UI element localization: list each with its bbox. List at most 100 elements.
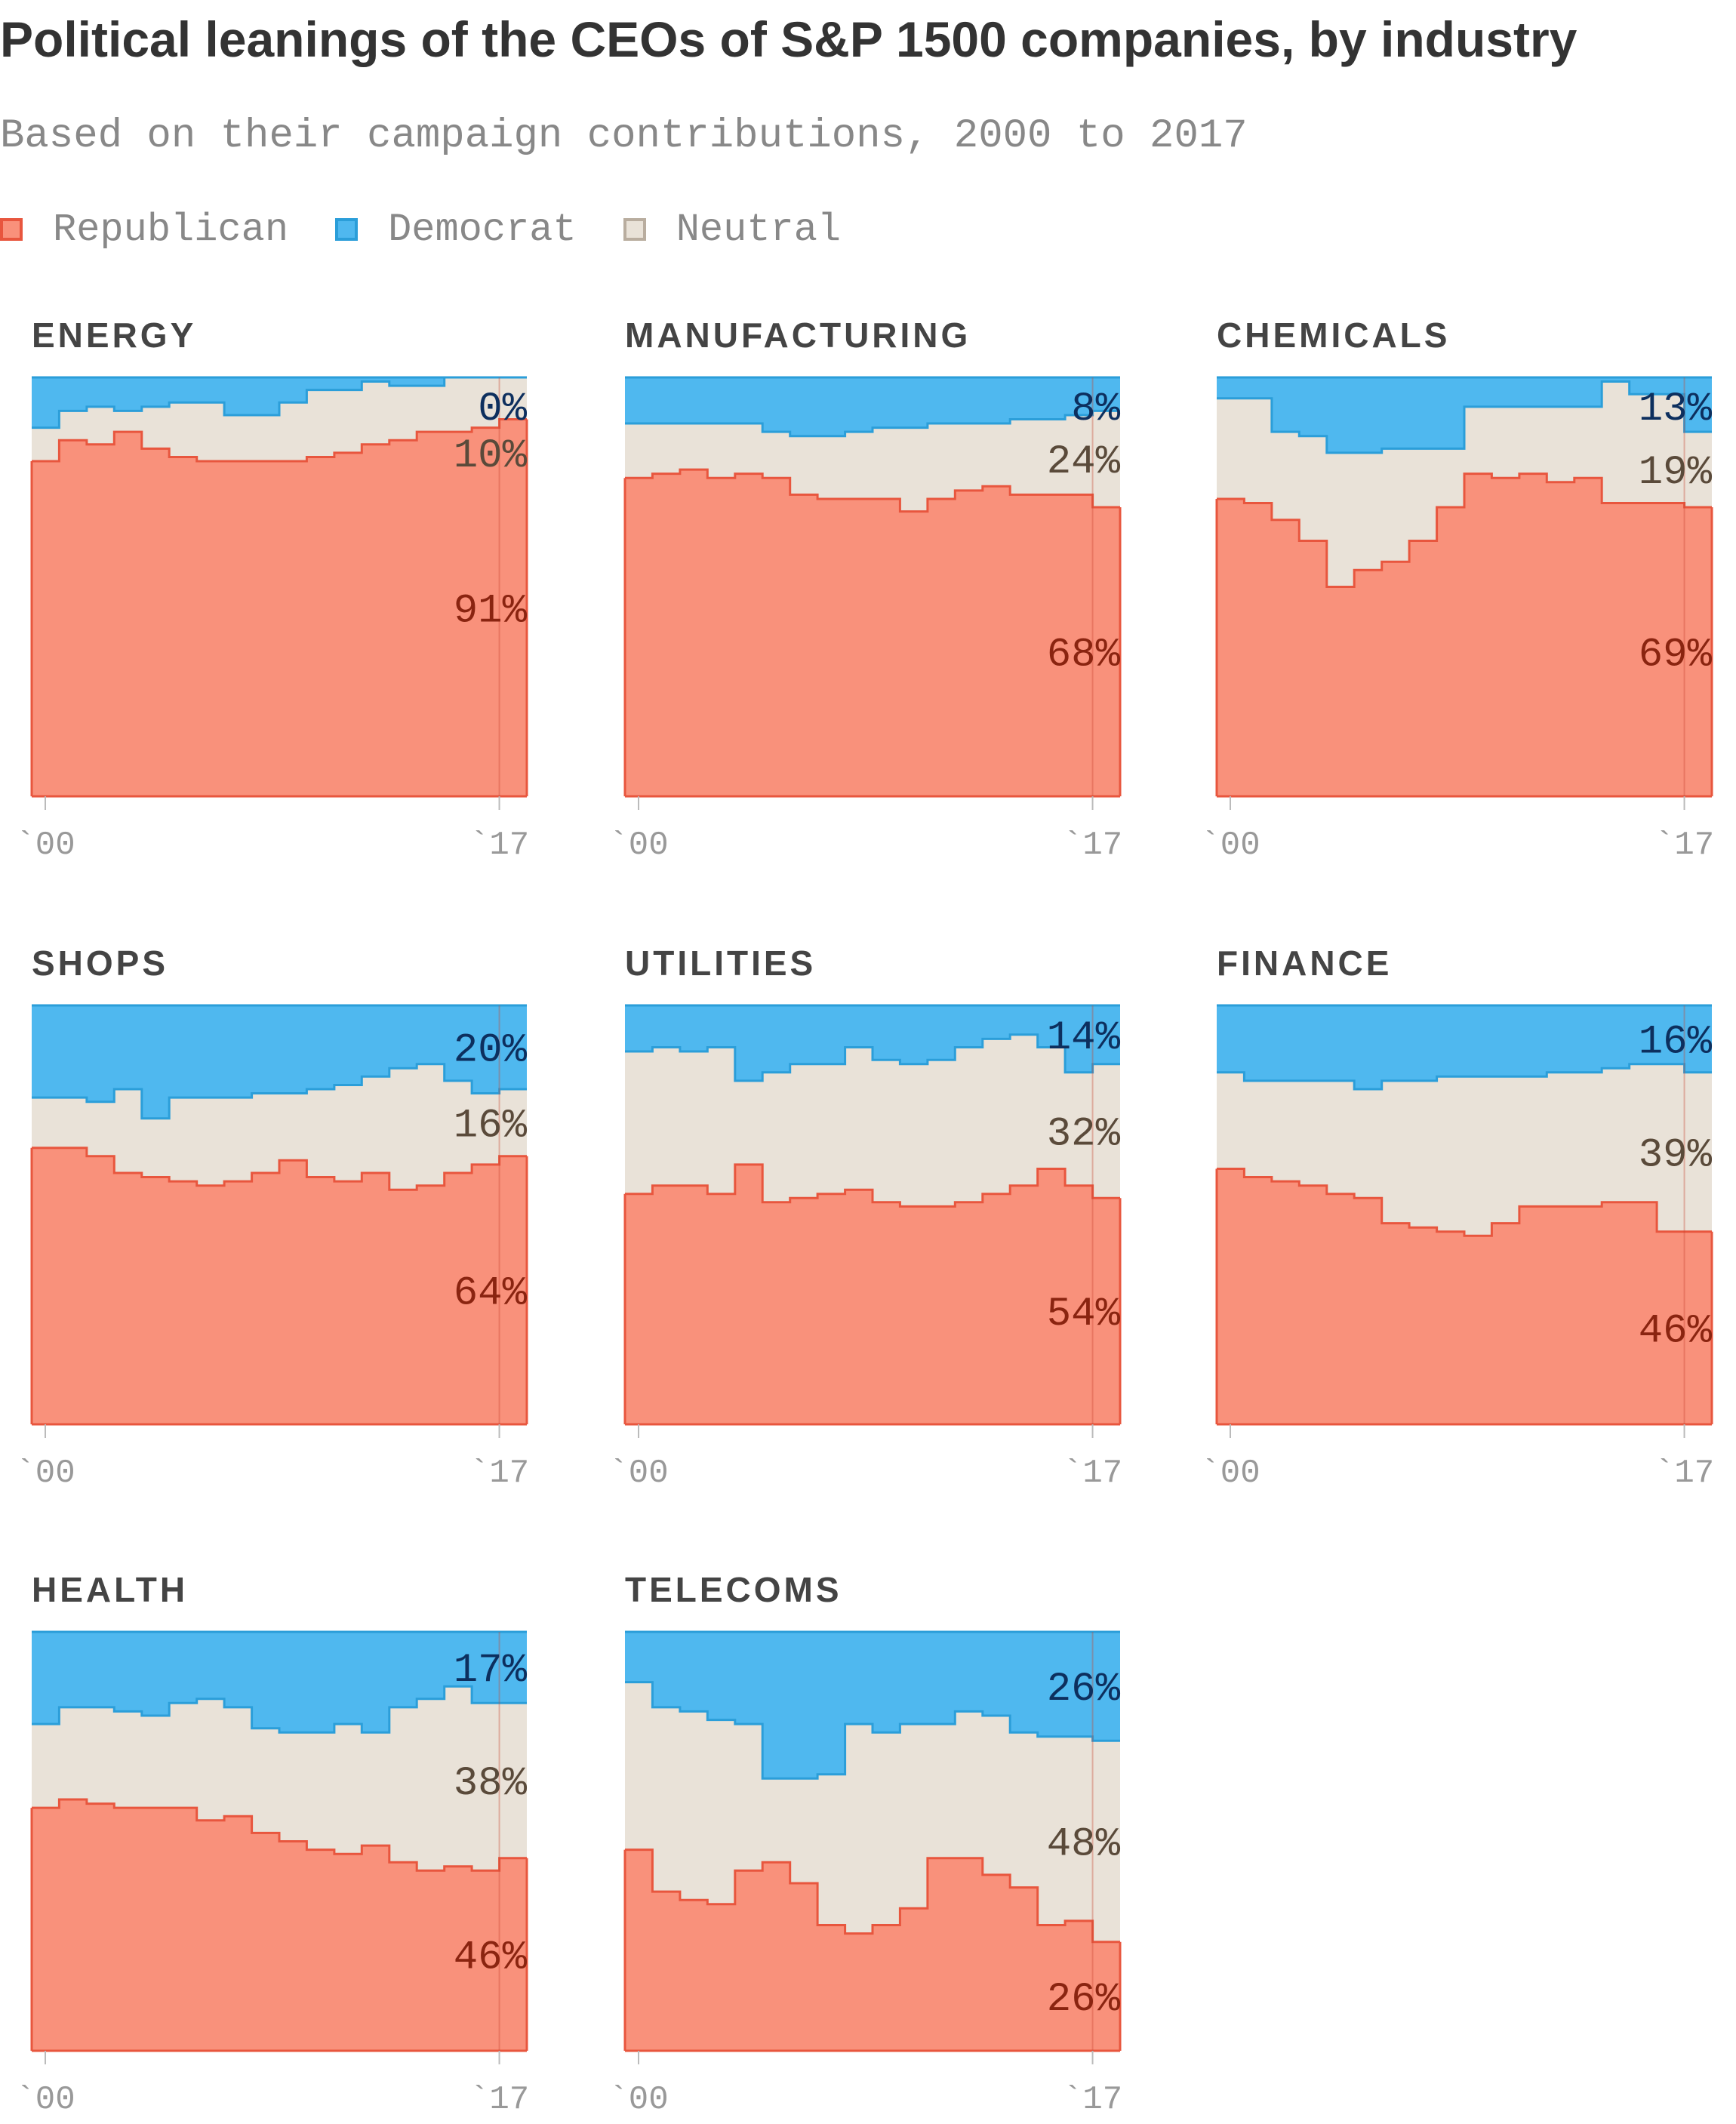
democrat-share-label: 17%	[454, 1648, 528, 1694]
republican-area	[625, 469, 1120, 796]
panel-finance: FINANCE 16% 39% 46% `00 `17	[1200, 943, 1714, 1492]
republican-line	[32, 1798, 527, 1872]
panel-title-finance: FINANCE	[1217, 943, 1392, 983]
democrat-line	[625, 1681, 1120, 1780]
republican-share-label: 69%	[1639, 633, 1713, 679]
democrat-share-label: 16%	[1639, 1019, 1713, 1065]
neutral-share-label: 39%	[1639, 1132, 1713, 1178]
republican-line	[32, 1147, 527, 1191]
republican-area	[625, 1164, 1120, 1424]
legend-label-democrat: Democrat	[388, 207, 577, 252]
neutral-area	[625, 1682, 1120, 1942]
x-tick-end: `17	[1063, 2081, 1122, 2119]
republican-share-label: 26%	[1047, 1977, 1121, 2023]
democrat-line	[625, 1033, 1120, 1082]
x-tick-end: `17	[469, 2081, 529, 2119]
legend: Republican Democrat Neutral	[0, 205, 888, 254]
neutral-share-label: 10%	[454, 433, 528, 479]
neutral-share-label: 32%	[1047, 1112, 1121, 1158]
panel-title-health: HEALTH	[32, 1570, 188, 1609]
neutral-share-label: 38%	[454, 1761, 528, 1807]
x-tick-end: `17	[1654, 1454, 1714, 1492]
democrat-share-label: 0%	[478, 386, 527, 432]
x-tick-start: `00	[15, 827, 75, 864]
republican-share-label: 91%	[454, 588, 528, 634]
republican-area	[32, 419, 527, 796]
republican-area	[1217, 1168, 1712, 1424]
panel-title-telecoms: TELECOMS	[625, 1570, 842, 1609]
republican-share-label: 46%	[1639, 1308, 1713, 1354]
democrat-line	[1217, 1063, 1712, 1091]
legend-label-neutral: Neutral	[676, 207, 842, 252]
democrat-line	[32, 376, 527, 429]
x-tick-start: `00	[15, 2081, 75, 2119]
x-tick-end: `17	[1654, 827, 1714, 864]
legend-item-democrat: Democrat	[335, 208, 577, 252]
republican-line	[1217, 1168, 1712, 1237]
democrat-share-label: 26%	[1047, 1667, 1121, 1713]
chart-title: Political leanings of the CEOs of S&P 15…	[0, 11, 1577, 67]
democrat-share-label: 8%	[1071, 386, 1120, 432]
republican-line	[625, 1848, 1120, 1944]
democrat-area	[625, 1005, 1120, 1081]
republican-share-label: 68%	[1047, 633, 1121, 679]
republican-share-label: 46%	[454, 1935, 528, 1981]
republican-line	[625, 468, 1120, 513]
panel-manufacturing: MANUFACTURING 8% 24% 68% `00 `17	[608, 316, 1122, 864]
democrat-line	[625, 409, 1120, 438]
panel-telecoms: TELECOMS 26% 48% 26% `00 `17	[608, 1570, 1122, 2119]
neutral-share-label: 19%	[1639, 450, 1713, 496]
republican-share-label: 64%	[454, 1270, 528, 1316]
democrat-area	[625, 377, 1120, 436]
x-tick-end: `17	[1063, 827, 1122, 864]
panel-energy: ENERGY 0%10% 91% `00 `17	[15, 316, 529, 864]
x-tick-end: `17	[1063, 1454, 1122, 1492]
republican-line	[1217, 473, 1712, 588]
panel-title-manufacturing: MANUFACTURING	[625, 316, 971, 355]
x-tick-start: `00	[608, 2081, 668, 2119]
neutral-area	[32, 1064, 527, 1190]
republican-area	[32, 1147, 527, 1424]
x-tick-start: `00	[1200, 827, 1260, 864]
democrat-line	[32, 1063, 527, 1120]
x-tick-start: `00	[1200, 1454, 1260, 1492]
panel-title-chemicals: CHEMICALS	[1217, 316, 1450, 355]
x-tick-start: `00	[15, 1454, 75, 1492]
republican-area	[1217, 473, 1712, 796]
republican-area	[32, 1799, 527, 2051]
panel-shops: SHOPS 20% 16% 64% `00 `17	[15, 943, 529, 1492]
panel-health: HEALTH 17% 38% 46% `00 `17	[15, 1570, 529, 2119]
neutral-area	[32, 1686, 527, 1871]
legend-item-neutral: Neutral	[623, 208, 841, 252]
republican-area	[625, 1849, 1120, 2051]
panel-title-shops: SHOPS	[32, 943, 168, 983]
neutral-share-label: 24%	[1047, 439, 1121, 485]
democrat-share-label: 14%	[1047, 1015, 1121, 1061]
x-tick-start: `00	[608, 1454, 668, 1492]
x-tick-end: `17	[469, 827, 529, 864]
democrat-line	[32, 1685, 527, 1734]
x-tick-end: `17	[469, 1454, 529, 1492]
democrat-area	[625, 1632, 1120, 1779]
democrat-line	[1217, 380, 1712, 454]
democrat-area	[32, 1005, 527, 1119]
neutral-share-label: 48%	[1047, 1822, 1121, 1868]
democrat-swatch	[335, 218, 359, 241]
chart-subtitle: Based on their campaign contributions, 2…	[0, 113, 1248, 159]
democrat-share-label: 20%	[454, 1028, 528, 1074]
democrat-share-label: 13%	[1639, 386, 1713, 432]
democrat-area	[1217, 1005, 1712, 1089]
republican-swatch	[0, 218, 23, 241]
legend-item-republican: Republican	[0, 208, 288, 252]
panel-utilities: UTILITIES 14% 32% 54% `00 `17	[608, 943, 1122, 1492]
republican-share-label: 54%	[1047, 1291, 1121, 1338]
neutral-swatch	[623, 218, 646, 241]
neutral-share-label: 16%	[454, 1103, 528, 1149]
republican-line	[32, 418, 527, 463]
panel-chemicals: CHEMICALS 13% 19% 69% `00 `17	[1200, 316, 1714, 864]
legend-label-republican: Republican	[53, 207, 289, 252]
republican-line	[625, 1163, 1120, 1208]
panel-title-utilities: UTILITIES	[625, 943, 816, 983]
panel-title-energy: ENERGY	[32, 316, 196, 355]
